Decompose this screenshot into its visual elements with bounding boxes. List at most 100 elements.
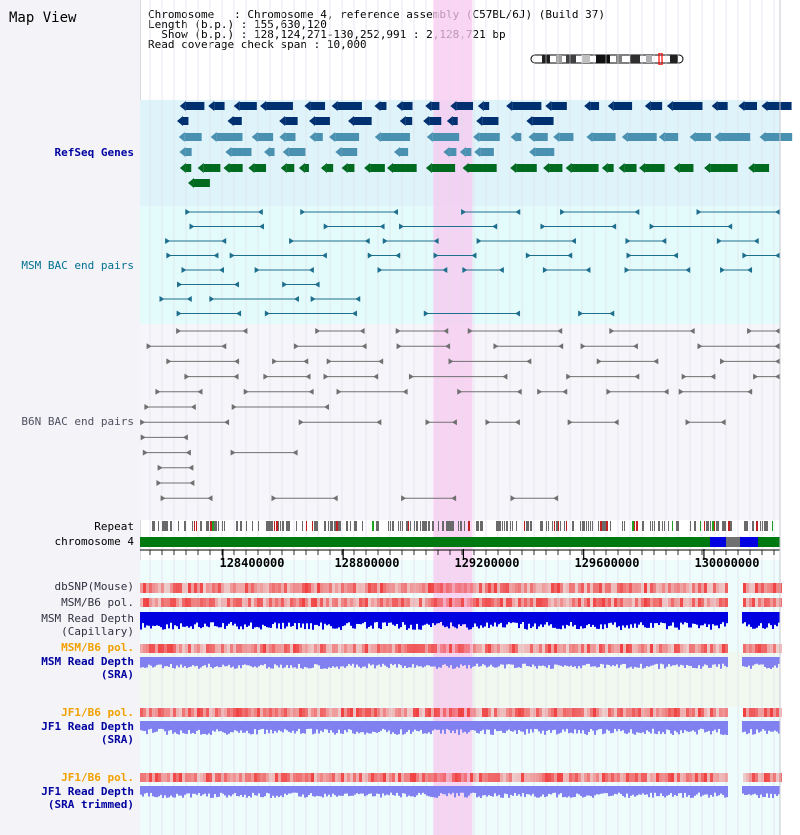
heat-cell xyxy=(398,583,401,593)
msm-bac-end xyxy=(567,252,573,259)
jf1-sra-sub-label[interactable]: (SRA) xyxy=(100,733,134,746)
heat-cell xyxy=(518,598,521,607)
b6n-bac-pair xyxy=(176,328,248,334)
msm-bac-end xyxy=(176,310,182,317)
b6n-bac-end xyxy=(774,343,780,350)
depth-bar xyxy=(188,612,190,628)
depth-bar xyxy=(534,657,536,667)
heat-cell xyxy=(542,708,545,717)
depth-bar xyxy=(442,657,444,665)
repeat-label[interactable]: Repeat xyxy=(94,520,134,533)
heat-cell xyxy=(302,773,305,782)
msm-bac-pair xyxy=(176,310,242,317)
depth-bar xyxy=(760,786,762,795)
heat-cell xyxy=(182,583,185,593)
depth-bar xyxy=(214,657,216,667)
heat-cell xyxy=(701,644,704,653)
jf1-pol-label[interactable]: JF1/B6 pol. xyxy=(61,706,134,719)
repeat-mark xyxy=(278,521,279,531)
repeat-mark xyxy=(554,521,555,531)
depth-bar xyxy=(146,657,148,668)
msm-pol-label[interactable]: MSM/B6 pol. xyxy=(61,596,134,609)
depth-bar xyxy=(210,786,212,798)
b6n-bac-end xyxy=(753,373,759,380)
heat-cell xyxy=(572,644,575,653)
repeat-mark xyxy=(432,521,434,531)
jf1-trim-sub-label[interactable]: (SRA trimmed) xyxy=(47,798,134,811)
b6n-bac-pair xyxy=(144,404,196,410)
heat-cell xyxy=(242,644,245,653)
heat-cell xyxy=(368,773,371,782)
heat-cell xyxy=(401,644,404,653)
msm-sra-depth-label[interactable]: MSM Read Depth xyxy=(41,655,134,668)
heat-cell xyxy=(383,583,386,593)
jf1-pol-2-label[interactable]: JF1/B6 pol. xyxy=(61,771,134,784)
heat-cell xyxy=(161,644,164,653)
jf1-trim-depth-label[interactable]: JF1 Read Depth xyxy=(41,785,134,798)
heat-cell xyxy=(155,598,158,607)
gene-row xyxy=(179,163,770,173)
msm-read-depth-sub-label[interactable]: (Capillary) xyxy=(61,625,134,638)
depth-bar xyxy=(208,657,210,664)
heat-cell xyxy=(422,644,425,653)
repeat-mark xyxy=(312,521,313,531)
b6n-bac-end xyxy=(775,373,780,380)
heat-cell xyxy=(698,708,701,717)
heat-cell xyxy=(767,583,770,593)
depth-bar xyxy=(220,786,222,793)
depth-bar xyxy=(720,721,722,735)
depth-bar xyxy=(684,786,686,793)
heat-cell xyxy=(629,598,632,607)
depth-bar xyxy=(778,721,780,734)
heat-cell xyxy=(329,773,332,782)
msm-sra-sub-label[interactable]: (SRA) xyxy=(100,668,134,681)
refseq-genes-label[interactable]: RefSeq Genes xyxy=(54,146,134,159)
msm-pol-2-label[interactable]: MSM/B6 pol. xyxy=(61,641,134,654)
msm-read-depth-label[interactable]: MSM Read Depth xyxy=(41,612,134,625)
heat-cell xyxy=(233,583,236,593)
depth-bar xyxy=(312,612,314,630)
gene-arrow xyxy=(601,163,608,173)
heat-cell xyxy=(761,598,764,607)
heat-cell xyxy=(539,708,542,717)
heat-cell xyxy=(719,598,722,607)
heat-cell xyxy=(485,583,488,593)
b6n-bac-label[interactable]: B6N BAC end pairs xyxy=(21,415,134,428)
heat-cell xyxy=(671,598,674,607)
depth-bar xyxy=(164,786,166,796)
heat-cell xyxy=(761,773,764,782)
heat-cell xyxy=(206,644,209,653)
repeat-mark xyxy=(760,521,761,531)
heat-cell xyxy=(203,773,206,782)
depth-bar xyxy=(620,612,622,630)
depth-bar xyxy=(448,721,450,731)
heat-cell xyxy=(281,583,284,593)
heat-cell xyxy=(584,598,587,607)
heat-cell xyxy=(155,773,158,782)
depth-bar xyxy=(192,612,194,629)
depth-bar xyxy=(146,721,148,735)
depth-bar xyxy=(448,786,450,794)
depth-bar xyxy=(316,786,318,796)
depth-bar xyxy=(258,786,260,794)
depth-bar xyxy=(774,721,776,731)
depth-bar xyxy=(638,721,640,733)
dbsnp-label[interactable]: dbSNP(Mouse) xyxy=(54,580,134,593)
depth-bar xyxy=(450,721,452,733)
depth-bar xyxy=(260,786,262,798)
chromosome-label-track[interactable]: chromosome 4 xyxy=(54,535,134,548)
heat-cell xyxy=(419,644,422,653)
chromosome-ideogram[interactable] xyxy=(530,53,685,65)
msm-bac-end xyxy=(685,267,691,273)
msm-bac-label[interactable]: MSM BAC end pairs xyxy=(21,259,134,272)
repeat-mark xyxy=(276,521,278,531)
heat-cell xyxy=(392,583,395,593)
depth-bar xyxy=(230,786,232,797)
jf1-sra-depth-label[interactable]: JF1 Read Depth xyxy=(41,720,134,733)
depth-bar xyxy=(664,721,666,735)
heat-cell xyxy=(539,773,542,782)
depth-bar xyxy=(664,657,666,669)
depth-bar xyxy=(418,612,420,630)
heat-cell xyxy=(503,644,506,653)
